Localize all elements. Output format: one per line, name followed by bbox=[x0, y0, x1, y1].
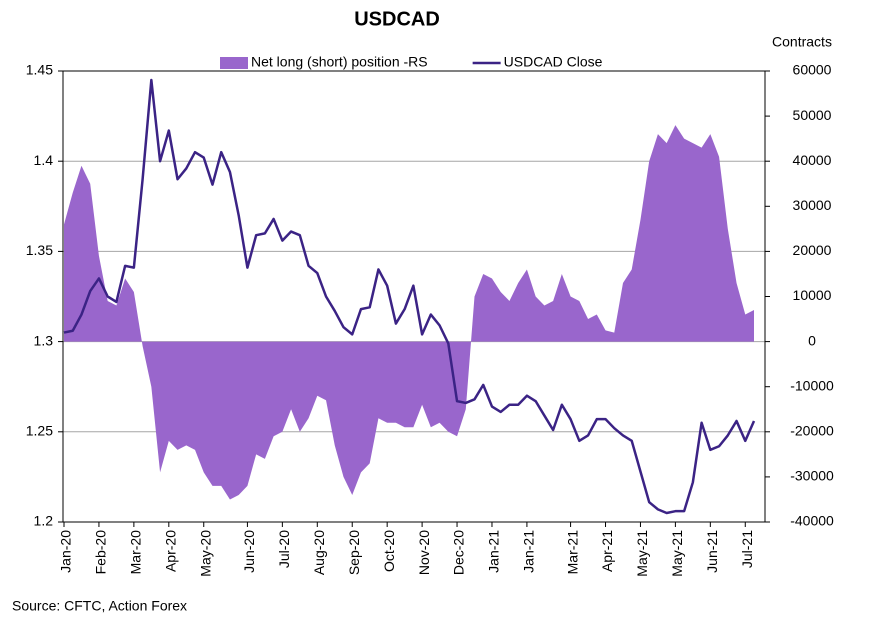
area bbox=[64, 125, 754, 500]
legend: Net long (short) position -RS USDCAD Clos… bbox=[220, 54, 603, 70]
x-tick-label: Oct-20 bbox=[381, 530, 397, 572]
x-tick-label: May-21 bbox=[634, 530, 650, 577]
y2-tick-label: -10000 bbox=[790, 377, 834, 393]
y-tick-label: 1.2 bbox=[34, 513, 54, 529]
y2-tick-label: -20000 bbox=[790, 423, 834, 439]
x-tick-label: Jul-20 bbox=[276, 530, 292, 568]
source-note: Source: CFTC, Action Forex bbox=[12, 598, 187, 614]
legend-label: USDCAD Close bbox=[504, 54, 603, 70]
y2-tick-label: 30000 bbox=[793, 197, 832, 213]
x-tick-label: May-21 bbox=[669, 530, 685, 577]
x-tick-label: Mar-20 bbox=[128, 530, 144, 575]
y-tick-label: 1.25 bbox=[26, 423, 53, 439]
y-tick-label: 1.4 bbox=[34, 152, 54, 168]
y-tick-label: 1.45 bbox=[26, 62, 53, 78]
line bbox=[63, 78, 756, 515]
x-tick-label: Dec-20 bbox=[451, 530, 467, 575]
y2-tick-label: 60000 bbox=[793, 62, 832, 78]
chart-title: USDCAD bbox=[354, 8, 440, 30]
x-tick-label: Jun-20 bbox=[241, 530, 257, 573]
x-tick-label: Jan-21 bbox=[521, 530, 537, 573]
y2-tick-label: -40000 bbox=[790, 513, 834, 529]
x-tick-label: Jan-21 bbox=[486, 530, 502, 573]
y-tick-label: 1.3 bbox=[34, 332, 54, 348]
x-tick-label: Jul-21 bbox=[739, 530, 755, 568]
y2-tick-label: 10000 bbox=[793, 287, 832, 303]
legend-label: Net long (short) position -RS bbox=[251, 54, 428, 70]
y2-tick-label: 20000 bbox=[793, 242, 832, 258]
y2-tick-label: 0 bbox=[808, 332, 816, 348]
x-tick-label: Apr-21 bbox=[599, 530, 615, 572]
x-tick-label: May-20 bbox=[197, 530, 213, 577]
x-tick-label: Aug-20 bbox=[311, 530, 327, 575]
y2-tick-label: 40000 bbox=[793, 152, 832, 168]
x-tick-label: Nov-20 bbox=[416, 530, 432, 575]
y2-tick-label: -30000 bbox=[790, 468, 834, 484]
x-tick-label: Apr-20 bbox=[163, 530, 179, 572]
y2-tick-label: 50000 bbox=[793, 107, 832, 123]
x-tick-label: Jun-21 bbox=[704, 530, 720, 573]
plot-frame bbox=[62, 70, 766, 523]
y2-axis-label: Contracts bbox=[772, 34, 832, 50]
legend-swatch bbox=[220, 57, 248, 69]
x-tick-label: Sep-20 bbox=[346, 530, 362, 575]
x-tick-label: Feb-20 bbox=[93, 530, 109, 575]
x-tick-label: Mar-21 bbox=[564, 530, 580, 575]
x-tick-label: Jan-20 bbox=[58, 530, 74, 573]
y-tick-label: 1.35 bbox=[26, 242, 53, 258]
